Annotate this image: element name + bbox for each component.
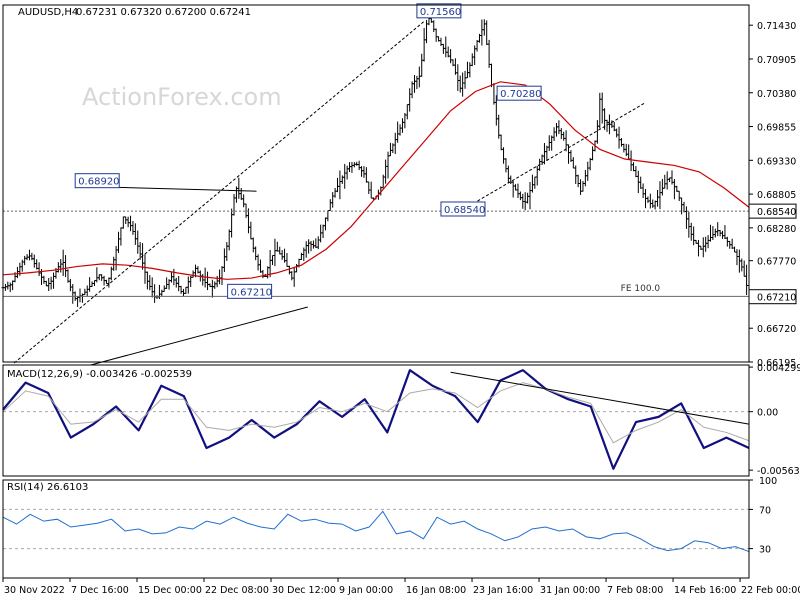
pane-frame-0 [2, 4, 750, 363]
moving-average-line [2, 81, 750, 280]
price-label-text: 0.71560 [420, 7, 461, 18]
rsi-tick-label: 30 [759, 545, 771, 556]
price-label-box [496, 85, 542, 101]
price-tick-label: 0.68280 [757, 224, 796, 235]
time-tick-label: 14 Feb 16:00 [674, 585, 736, 596]
time-tick-label: 31 Jan 00:00 [540, 585, 600, 596]
price-tick-label: 0.67770 [757, 257, 796, 268]
macd-trendline [450, 371, 750, 425]
pane-frame-2 [2, 479, 750, 579]
rsi-tick-label: 70 [759, 505, 771, 516]
price-label-text: 0.68920 [78, 177, 119, 188]
time-tick-label: 16 Jan 08:00 [406, 585, 466, 596]
rsi-title: RSI(14) 26.6103 [7, 482, 88, 493]
price-tick-label: 0.69855 [757, 123, 796, 134]
price-label-box [440, 201, 486, 217]
time-tick-label: 22 Dec 08:00 [205, 585, 269, 596]
price-tick-label: 0.66720 [757, 324, 796, 335]
macd-line [2, 369, 750, 470]
macd-title: MACD(12,26,9) -0.003426 -0.002539 [7, 369, 192, 380]
price-pane: 0.68920 0.71560 0.70280 0.68540 0.67210 FE 10… [1, 3, 751, 366]
price-label-text: 0.67210 [231, 287, 272, 298]
macd-tick-label: -0.005636 [757, 466, 800, 477]
rsi-tick-label: 100 [759, 476, 777, 487]
current-price-tag [748, 203, 797, 219]
price-tick-label: 0.69330 [757, 156, 796, 167]
time-tick-label: 23 Jan 16:00 [473, 585, 533, 596]
time-tick-label: 15 Dec 00:00 [138, 585, 202, 596]
current-price-tag-text: 0.68540 [757, 207, 796, 218]
time-tick-label: 30 Nov 2022 [4, 585, 65, 596]
macd-tick-label: 0.004299 [757, 363, 800, 374]
trendline [459, 102, 645, 212]
symbol-title: AUDUSD,H4 [18, 7, 78, 18]
price-label-text: 0.68540 [444, 205, 485, 216]
time-tick-label: 7 Feb 08:00 [607, 585, 663, 596]
price-header-values: 0.67231 0.67320 0.67200 0.67241 [76, 7, 251, 18]
time-tick-label: 22 Feb 00:00 [741, 585, 800, 596]
time-tick-label: 7 Dec 16:00 [71, 585, 129, 596]
time-tick-label: 30 Dec 12:00 [272, 585, 336, 596]
current-price-tag [748, 289, 797, 305]
watermark: ActionForex.com [82, 83, 282, 111]
pane-frame-1 [2, 364, 750, 477]
axes-layer: 0.71430 0.70905 0.70380 0.69855 0.69330 0.688… [2, 4, 800, 596]
time-tick-label: 9 Jan 00:00 [339, 585, 393, 596]
rsi-pane [2, 508, 750, 553]
price-label-box [74, 173, 120, 189]
price-label-text: 0.70280 [500, 89, 541, 100]
current-price-tag-text: 0.67210 [757, 293, 796, 304]
price-label-box [227, 283, 273, 299]
trendline [13, 20, 426, 364]
price-tick-label: 0.70380 [757, 89, 796, 100]
trendline [91, 306, 308, 366]
macd-tick-label: 0.00 [757, 408, 778, 419]
price-tick-label: 0.70905 [757, 55, 796, 66]
price-tick-label: 0.71430 [757, 21, 796, 32]
price-label-box [416, 3, 462, 19]
macd-signal-line [2, 382, 750, 444]
price-tick-label: 0.68805 [757, 190, 796, 201]
fibonacci-extension-label: FE 100.0 [621, 284, 661, 294]
macd-pane [2, 369, 750, 470]
rsi-line [2, 510, 750, 553]
price-tick-label: 0.66195 [757, 358, 796, 369]
